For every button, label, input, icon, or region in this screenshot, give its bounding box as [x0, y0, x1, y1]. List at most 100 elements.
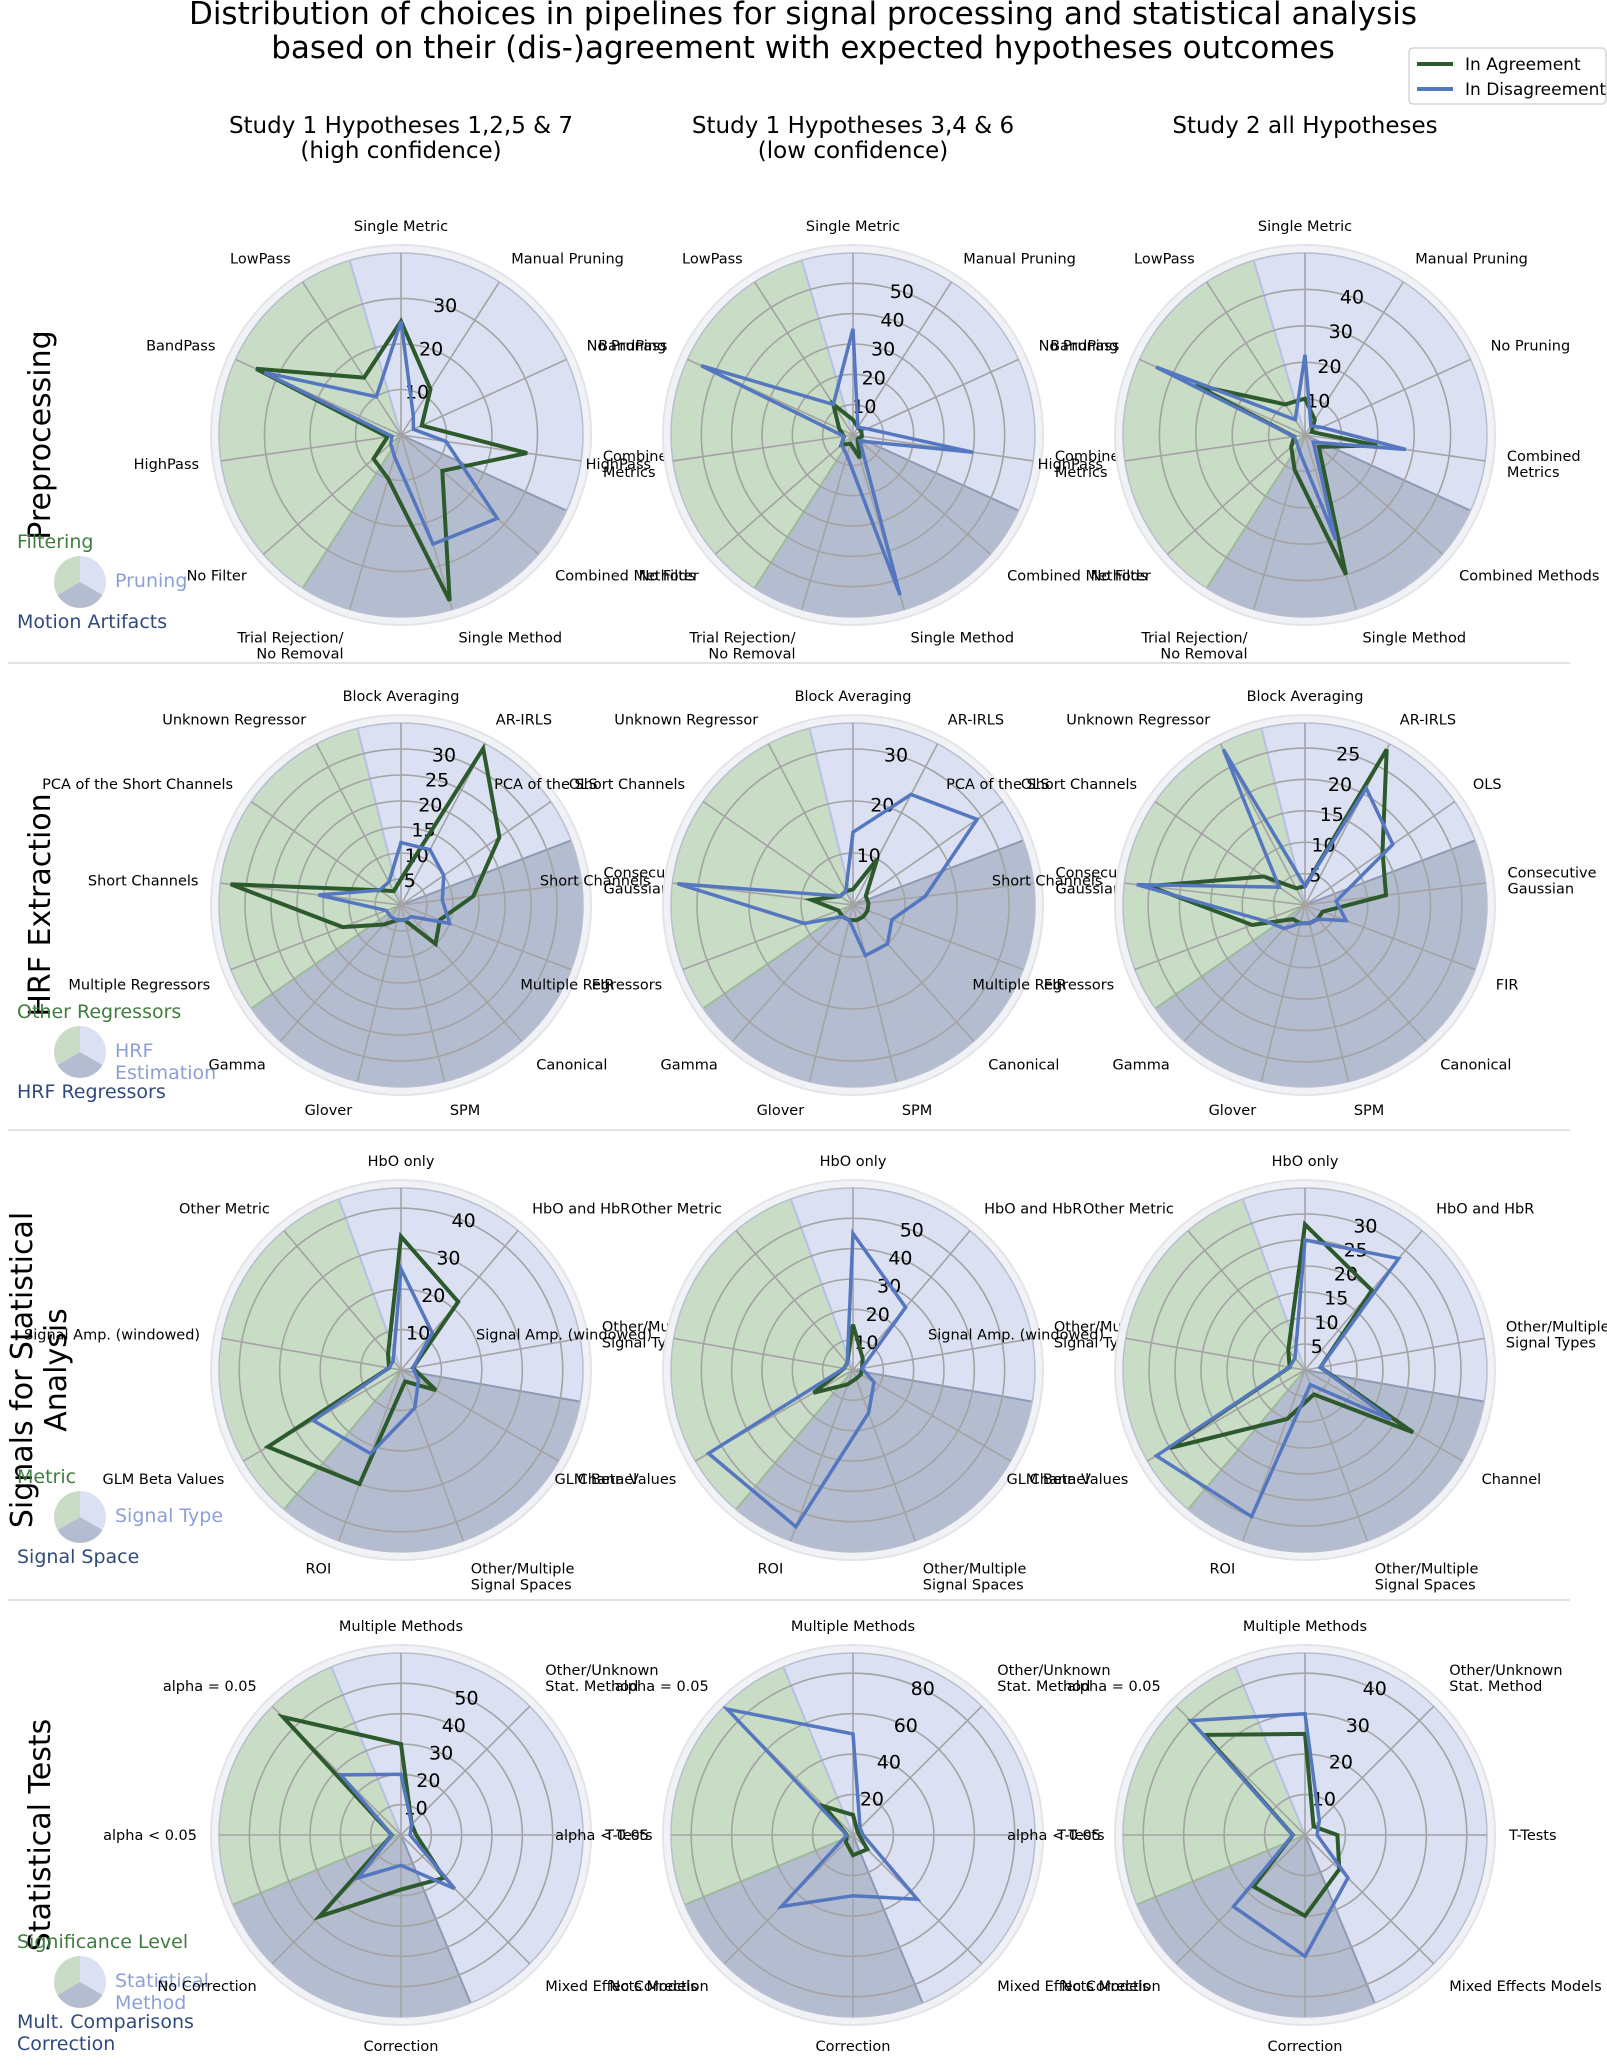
radar-r3c1-axis-label-line: Other/Multiple [471, 1562, 575, 1578]
radar-r2c3-tick-label: 25 [1336, 744, 1360, 766]
radar-r1c3-axis-label-combined-methods: Combined Methods [1459, 569, 1599, 585]
radar-r3c1-spoke [400, 1369, 464, 1542]
radar-r1c2-tick-label: 20 [862, 367, 886, 389]
radar-r2c2-axis-label-line: Gaussian [1056, 881, 1123, 897]
radar-r3c2-spoke [735, 1230, 854, 1371]
radar-r1c2-axis-label-line: LowPass [682, 251, 743, 267]
radar-r4c2-axis-label-correction: Correction [815, 2039, 890, 2055]
radar-r1c3-axis-label-line: Trial Rejection/ [1140, 631, 1247, 647]
radar-r2c1-group-boundary [400, 839, 572, 906]
radar-r3c1: 10 20 30 40 HbO only HbO and HbR Other/Multipl… [24, 1154, 706, 1594]
radar-r1c3-axis-label-line: No Removal [1160, 647, 1247, 663]
radar-r3c1-spoke [338, 1369, 402, 1542]
radar-r2c3-axis-label-line: Block Averaging [1247, 689, 1364, 705]
radar-r3c3-axis-label-line: Signal Types [1506, 1336, 1596, 1352]
radar-r2c1-axis-label-gamma: Gamma [208, 1058, 265, 1074]
radar-r3c1-axis-label-signal-amp-windowed: Signal Amp. (windowed) [24, 1328, 200, 1344]
row-4-group-label-3: Mult. Comparisons Correction [17, 2011, 194, 2055]
radar-r2c1-axis-label-line: Short Channels [88, 873, 199, 889]
radar-r1c3-axis-label-highpass: HighPass [1038, 457, 1103, 473]
radar-r3c3-axis-label-other-multiple-signal-types: Other/Multiple Signal Types [1506, 1320, 1607, 1352]
radar-r3c2-axis-label-signal-amp-windowed: Signal Amp. (windowed) [476, 1328, 652, 1344]
radar-r4c1-axis-label-line: Mixed Effects Models [545, 1979, 697, 1995]
radar-r1c3-group-boundary [1205, 434, 1306, 589]
radar-r4c2-tick-label: 80 [911, 1678, 935, 1700]
radar-r4c1-axis-label-line: Other/Unknown [545, 1663, 658, 1679]
radar-r2c3-axis-label-line: SPM [1354, 1103, 1384, 1119]
radar-r4c3-group-boundary [1136, 1834, 1306, 1906]
radar-r2c3-axis-label-line: AR-IRLS [1400, 712, 1456, 728]
row-4-group-label-3-line-1: Mult. Comparisons [17, 2011, 194, 2033]
radar-r1c2-axis-label-line: BandPass [598, 338, 667, 354]
radar-r3c1-axis-label-hbo-only: HbO only [368, 1154, 435, 1170]
radar-r3c1-axis-label-hbo-and-hbr: HbO and HbR [532, 1202, 630, 1218]
radar-r1c2-axis-label-no-pruning: No Pruning [1039, 338, 1119, 354]
radar-r2c1-axis-label-ar-irls: AR-IRLS [496, 712, 552, 728]
radar-r1c2-spoke [714, 434, 854, 555]
radar-r2c2-axis-label-line: Unknown Regressor [614, 712, 758, 728]
row-1-mini-pie-slice-3 [57, 582, 103, 608]
radar-r3c1-axis-label-line: Channel [578, 1472, 638, 1488]
radar-r3c2-axis-label-other-metric: Other Metric [631, 1202, 722, 1218]
row-2-group-label-1: Other Regressors [17, 1001, 181, 1023]
radar-r1c2-tick-label: 50 [890, 281, 914, 303]
radar-r1c1-spoke [400, 358, 567, 436]
radar-r1c1-spoke [400, 281, 501, 436]
radar-r3c2-tick-label: 50 [900, 1219, 924, 1241]
radar-r3c2-axis-label-line: Signal Spaces [923, 1578, 1024, 1594]
radar-r4c1-axis-label-alpha-0-05: alpha < 0.05 [103, 1828, 197, 1844]
radar-r3c2-tick-label: 20 [866, 1304, 890, 1326]
row-1-mini-pie-slice-2 [80, 556, 107, 595]
row-1-group-label-3: Motion Artifacts [17, 611, 167, 633]
radar-r2c1-tick-label: 30 [432, 744, 456, 766]
radar-r4c1-series-agreement [277, 1713, 448, 1921]
radar-r2c2-spoke [702, 800, 854, 906]
radar-r3c2-spoke [852, 1230, 971, 1371]
radar-r2c3-axis-label-line: PCA of the Short Channels [946, 777, 1137, 793]
radar-r4c3-axis-label-line: Correction [1267, 2039, 1342, 2055]
radar-r4c1-spoke [400, 1834, 531, 1965]
radar-r2c2-spoke [682, 904, 854, 971]
row-3-mini-pie-slice-3 [57, 1517, 103, 1543]
radar-r1c2-axis-label-manual-pruning: Manual Pruning [963, 251, 1076, 267]
radar-r1c3-axis-label-line: BandPass [1050, 338, 1119, 354]
radar-r3c3-axis-label-hbo-and-hbr: HbO and HbR [1436, 1202, 1534, 1218]
radar-r2c3-axis-label-short-channels: Short Channels [992, 873, 1103, 889]
radar-r1c3-axis-label-single-method: Single Method [1362, 631, 1466, 647]
radar-r4c2-axis-label-line: Other/Unknown [997, 1663, 1110, 1679]
radar-r2c1-spoke [400, 904, 523, 1042]
radar-r2c3-axis-label-spm: SPM [1354, 1103, 1384, 1119]
radar-r2c2-axis-label-spm: SPM [902, 1103, 932, 1119]
radar-r1c1-axis-label-single-metric: Single Metric [354, 219, 448, 235]
radar-r1c3-axis-label-trial-rejection-no-removal: Trial Rejection/No Removal [1140, 631, 1247, 663]
radar-r4c1-axis-label-no-correction: No Correction [157, 1979, 256, 1995]
row-4-mini-pie-slice-2 [80, 1956, 107, 1995]
radar-r1c2-axis-label-line: No Removal [708, 647, 795, 663]
radar-r3c1-series-agreement [263, 1231, 461, 1487]
radar-r4c2-axis-label-alpha-0-05: alpha < 0.05 [555, 1828, 649, 1844]
radar-r1c1-axis-label-line: BandPass [146, 338, 215, 354]
radar-r4c2-group-boundary [684, 1834, 854, 1906]
row-1-group-label-2-line-1: Pruning [115, 570, 187, 592]
radar-r4c2-group-boundary [852, 1834, 924, 2004]
radar-r2c1-axis-label-unknown-regressor: Unknown Regressor [162, 712, 306, 728]
radar-r2c1-axis-label-line: Gaussian [604, 881, 671, 897]
radar-r2c2-axis-label-unknown-regressor: Unknown Regressor [614, 712, 758, 728]
radar-r1c3-spoke [1252, 434, 1306, 610]
radar-r1c3-axis-label-line: HighPass [1038, 457, 1103, 473]
radar-r4c2-tick-label: 40 [877, 1752, 901, 1774]
radar-r2c3-axis-label-line: OLS [1473, 777, 1502, 793]
radar-r2c1-axis-label-line: PCA of the Short Channels [42, 777, 233, 793]
radar-r2c1-axis-label-line: AR-IRLS [496, 712, 552, 728]
radar-r4c1-axis-label-line: Correction [363, 2039, 438, 2055]
radar-r2c1-spoke [230, 904, 402, 971]
legend-label-disagreement: In Disagreement [1465, 80, 1606, 100]
radar-r1c1-axis-label-combined-metrics: Combined Metrics [603, 449, 677, 481]
radar-r2c3-spoke [1304, 904, 1427, 1042]
radar-r3c2-spoke [852, 1369, 1012, 1462]
radar-r4c2-axis-label-multiple-methods: Multiple Methods [791, 1619, 915, 1635]
radar-r1c2-series-disagreement [700, 328, 974, 596]
